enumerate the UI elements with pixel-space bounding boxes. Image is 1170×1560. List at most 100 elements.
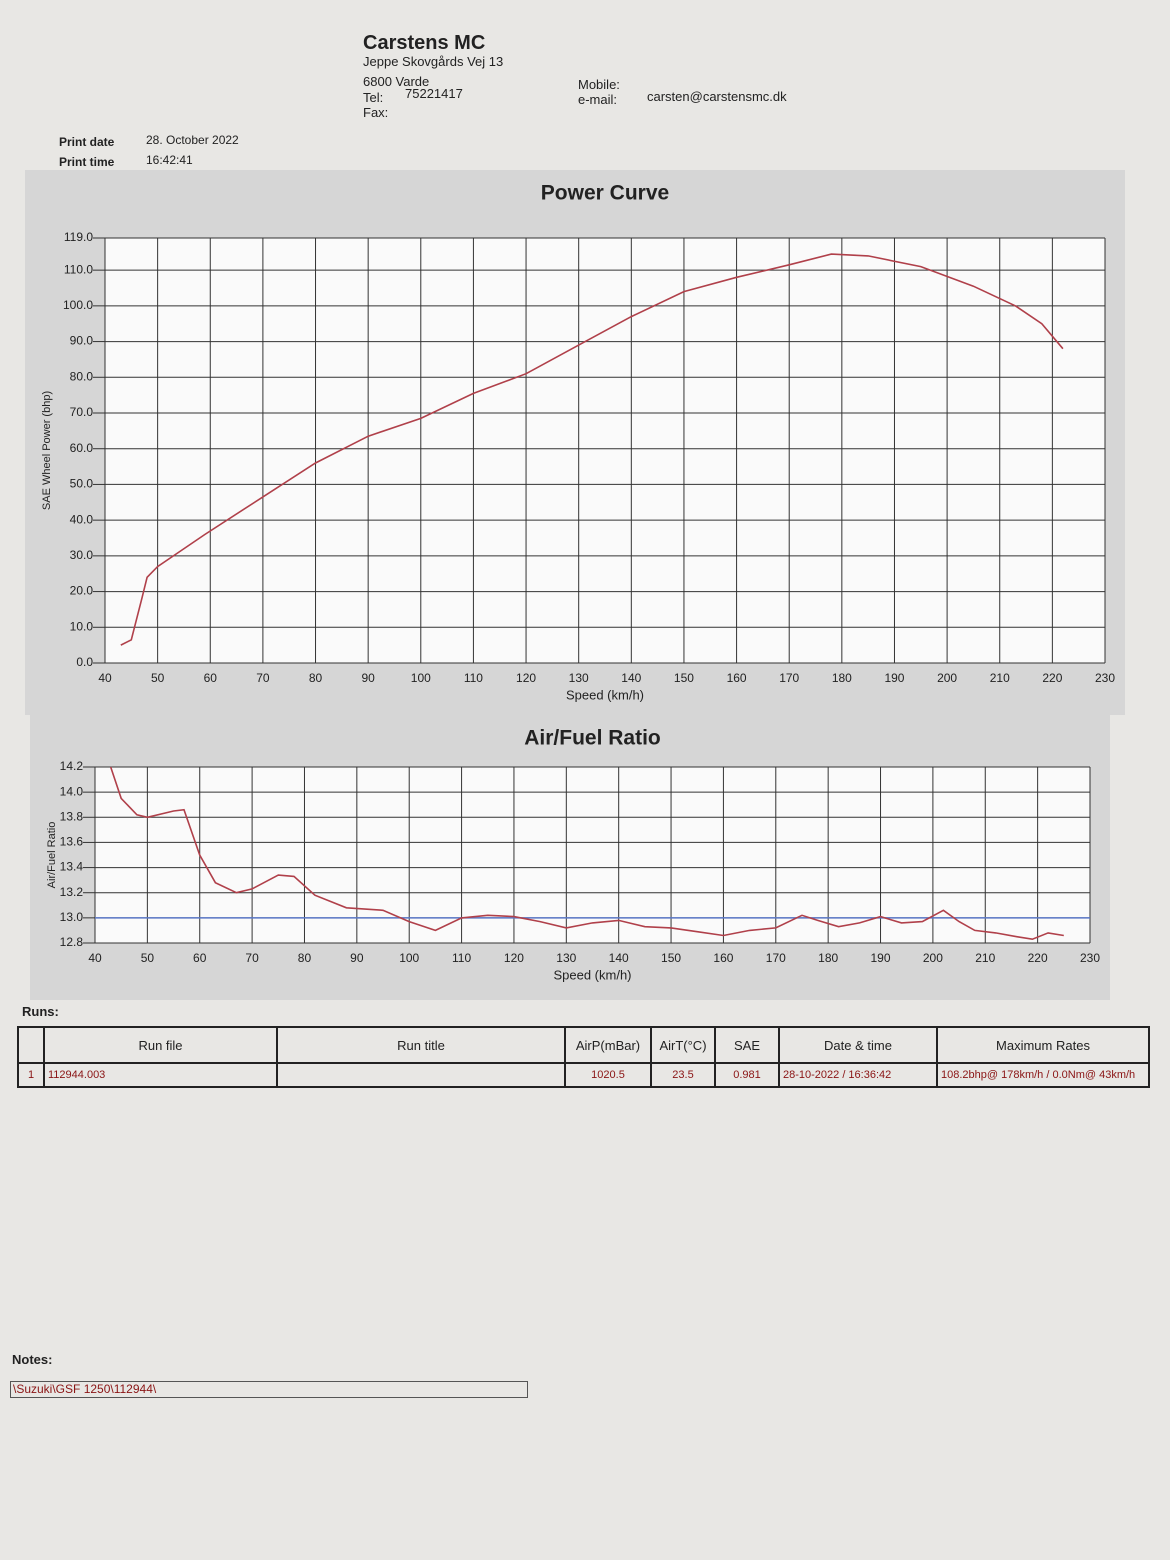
header-cell [17, 1026, 45, 1064]
company: Carstens MC [363, 32, 486, 54]
x-tick-label: 160 [727, 671, 747, 685]
run-cell: 23.5 [650, 1062, 716, 1088]
x-tick-label: 200 [937, 671, 957, 685]
x-tick-label: 130 [556, 951, 576, 965]
run-cell: 0.981 [714, 1062, 780, 1088]
email: carsten@carstensmc.dk [647, 89, 787, 104]
y-tick-label: 0.0 [76, 655, 93, 669]
x-axis-label: Speed (km/h) [553, 967, 631, 982]
chart-title: Air/Fuel Ratio [524, 727, 661, 750]
x-tick-label: 170 [779, 671, 799, 685]
y-tick-label: 12.8 [60, 935, 84, 949]
run-cell: 1020.5 [564, 1062, 652, 1088]
x-tick-label: 70 [245, 951, 259, 965]
y-tick-label: 119.0 [64, 230, 93, 244]
data-line [120, 253, 1064, 646]
header-cell: SAE [714, 1026, 780, 1064]
y-tick-label: 30.0 [70, 548, 94, 562]
y-tick-label: 80.0 [70, 369, 94, 383]
x-tick-label: 210 [990, 671, 1010, 685]
x-tick-label: 200 [923, 951, 943, 965]
header-cell: Run file [43, 1026, 278, 1064]
y-tick-label: 60.0 [70, 441, 94, 455]
meta-label: Print time [59, 155, 115, 169]
header-cell: AirP(mBar) [564, 1026, 652, 1064]
x-tick-label: 60 [193, 951, 207, 965]
y-tick-label: 40.0 [70, 512, 94, 526]
y-tick-label: 70.0 [70, 405, 94, 419]
street: Jeppe Skovgårds Vej 13 [363, 54, 504, 69]
charts: Power Curve 0.0 10.0 20.0 30.0 40.0 50.0 60.0 70… [25, 170, 1125, 1000]
runs-table: Run file Run title AirP(mBar) AirT(°C) SAE Da… [17, 1026, 1150, 1088]
tel: 75221417 [405, 86, 463, 101]
x-tick-label: 150 [674, 671, 694, 685]
y-tick-label: 13.0 [60, 910, 84, 924]
x-tick-label: 120 [504, 951, 524, 965]
x-tick-label: 100 [399, 951, 419, 965]
fax-label: Fax: [363, 105, 389, 120]
plot-area [95, 767, 1090, 943]
notes-text: \Suzuki\GSF 1250\112944\ [10, 1381, 528, 1398]
y-tick-label: 20.0 [70, 584, 94, 598]
data-line [109, 766, 1064, 941]
x-tick-label: 130 [569, 671, 589, 685]
x-tick-label: 180 [818, 951, 838, 965]
y-tick-label: 13.6 [60, 835, 84, 849]
x-tick-label: 190 [871, 951, 891, 965]
x-tick-label: 160 [713, 951, 733, 965]
x-tick-label: 210 [975, 951, 995, 965]
y-tick-label: 50.0 [70, 477, 94, 491]
y-tick-label: 14.2 [60, 759, 84, 773]
x-tick-label: 80 [298, 951, 312, 965]
y-tick-label: 110.0 [64, 262, 93, 276]
run-title [276, 1062, 566, 1088]
y-tick-label: 10.0 [70, 619, 94, 633]
x-tick-label: 40 [88, 951, 102, 965]
x-tick-label: 120 [516, 671, 536, 685]
x-axis-label: Speed (km/h) [566, 687, 644, 702]
header-cell: AirT(°C) [650, 1026, 716, 1064]
x-tick-label: 230 [1080, 951, 1100, 965]
x-tick-label: 50 [151, 671, 165, 685]
chart-title: Power Curve [541, 182, 669, 205]
x-tick-label: 100 [411, 671, 431, 685]
y-tick-label: 13.4 [60, 860, 84, 874]
x-tick-label: 110 [452, 951, 471, 965]
run-cell: 108.2bhp@ 178km/h / 0.0Nm@ 43km/h [936, 1062, 1150, 1088]
meta-value: 28. October 2022 [146, 133, 239, 147]
y-tick-label: 13.2 [60, 885, 84, 899]
x-tick-label: 220 [1028, 951, 1048, 965]
city: 6800 Varde [363, 74, 430, 89]
runs-title: Runs: [22, 1004, 59, 1019]
x-tick-label: 90 [350, 951, 364, 965]
mobile-label: Mobile: [578, 77, 620, 92]
run-file: 112944.003 [43, 1062, 278, 1088]
x-tick-label: 190 [884, 671, 904, 685]
x-tick-label: 50 [141, 951, 155, 965]
header-row: Run file Run title AirP(mBar) AirT(°C) SAE Da… [17, 1026, 1150, 1064]
header-cell: Maximum Rates [936, 1026, 1150, 1064]
y-tick-label: 100.0 [63, 298, 93, 312]
meta-label: Print date [59, 135, 115, 149]
x-tick-label: 170 [766, 951, 786, 965]
y-axis-label: SAE Wheel Power (bhp) [41, 391, 53, 510]
x-tick-label: 180 [832, 671, 852, 685]
x-tick-label: 40 [98, 671, 112, 685]
x-tick-label: 150 [661, 951, 681, 965]
y-tick-label: 90.0 [70, 334, 94, 348]
y-tick-label: 14.0 [60, 784, 84, 798]
header-cell: Date & time [778, 1026, 938, 1064]
x-tick-label: 110 [464, 671, 483, 685]
x-tick-label: 230 [1095, 671, 1115, 685]
x-tick-label: 70 [256, 671, 270, 685]
x-tick-label: 220 [1042, 671, 1062, 685]
x-tick-label: 140 [621, 671, 641, 685]
y-axis-label: Air/Fuel Ratio [46, 822, 58, 889]
meta-value: 16:42:41 [146, 153, 193, 167]
run-index: 1 [17, 1062, 45, 1088]
email-label: e-mail: [578, 92, 618, 107]
x-tick-label: 80 [309, 671, 323, 685]
x-tick-label: 140 [609, 951, 629, 965]
tel-label: Tel: [363, 90, 384, 105]
